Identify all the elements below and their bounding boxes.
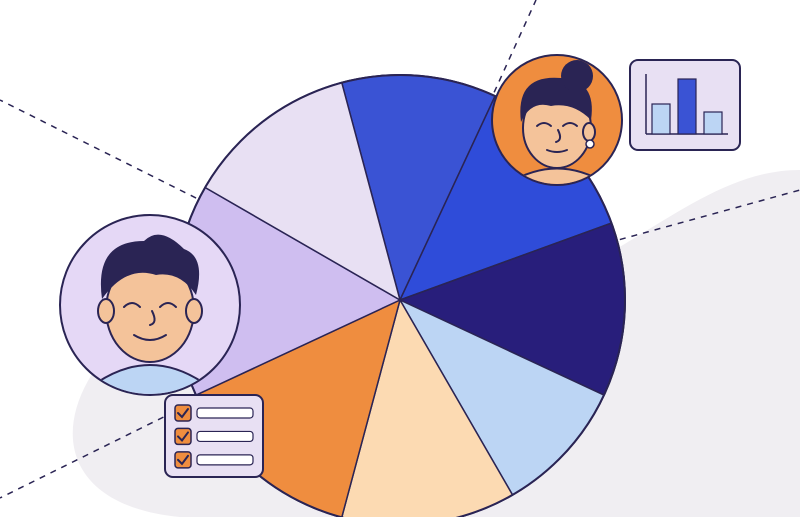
barchart-card [630,60,740,150]
checklist-line-1 [197,431,253,441]
barchart-bar-2 [704,112,722,134]
checklist-line-2 [197,455,253,465]
barchart-bar-0 [652,104,670,134]
barchart-bar-1 [678,79,696,134]
checklist-card [165,395,263,477]
avatar-female-bun [561,60,593,92]
earring-icon [586,140,594,148]
checklist-line-0 [197,408,253,418]
infographic-stage [0,0,800,517]
infographic-svg [0,0,800,517]
